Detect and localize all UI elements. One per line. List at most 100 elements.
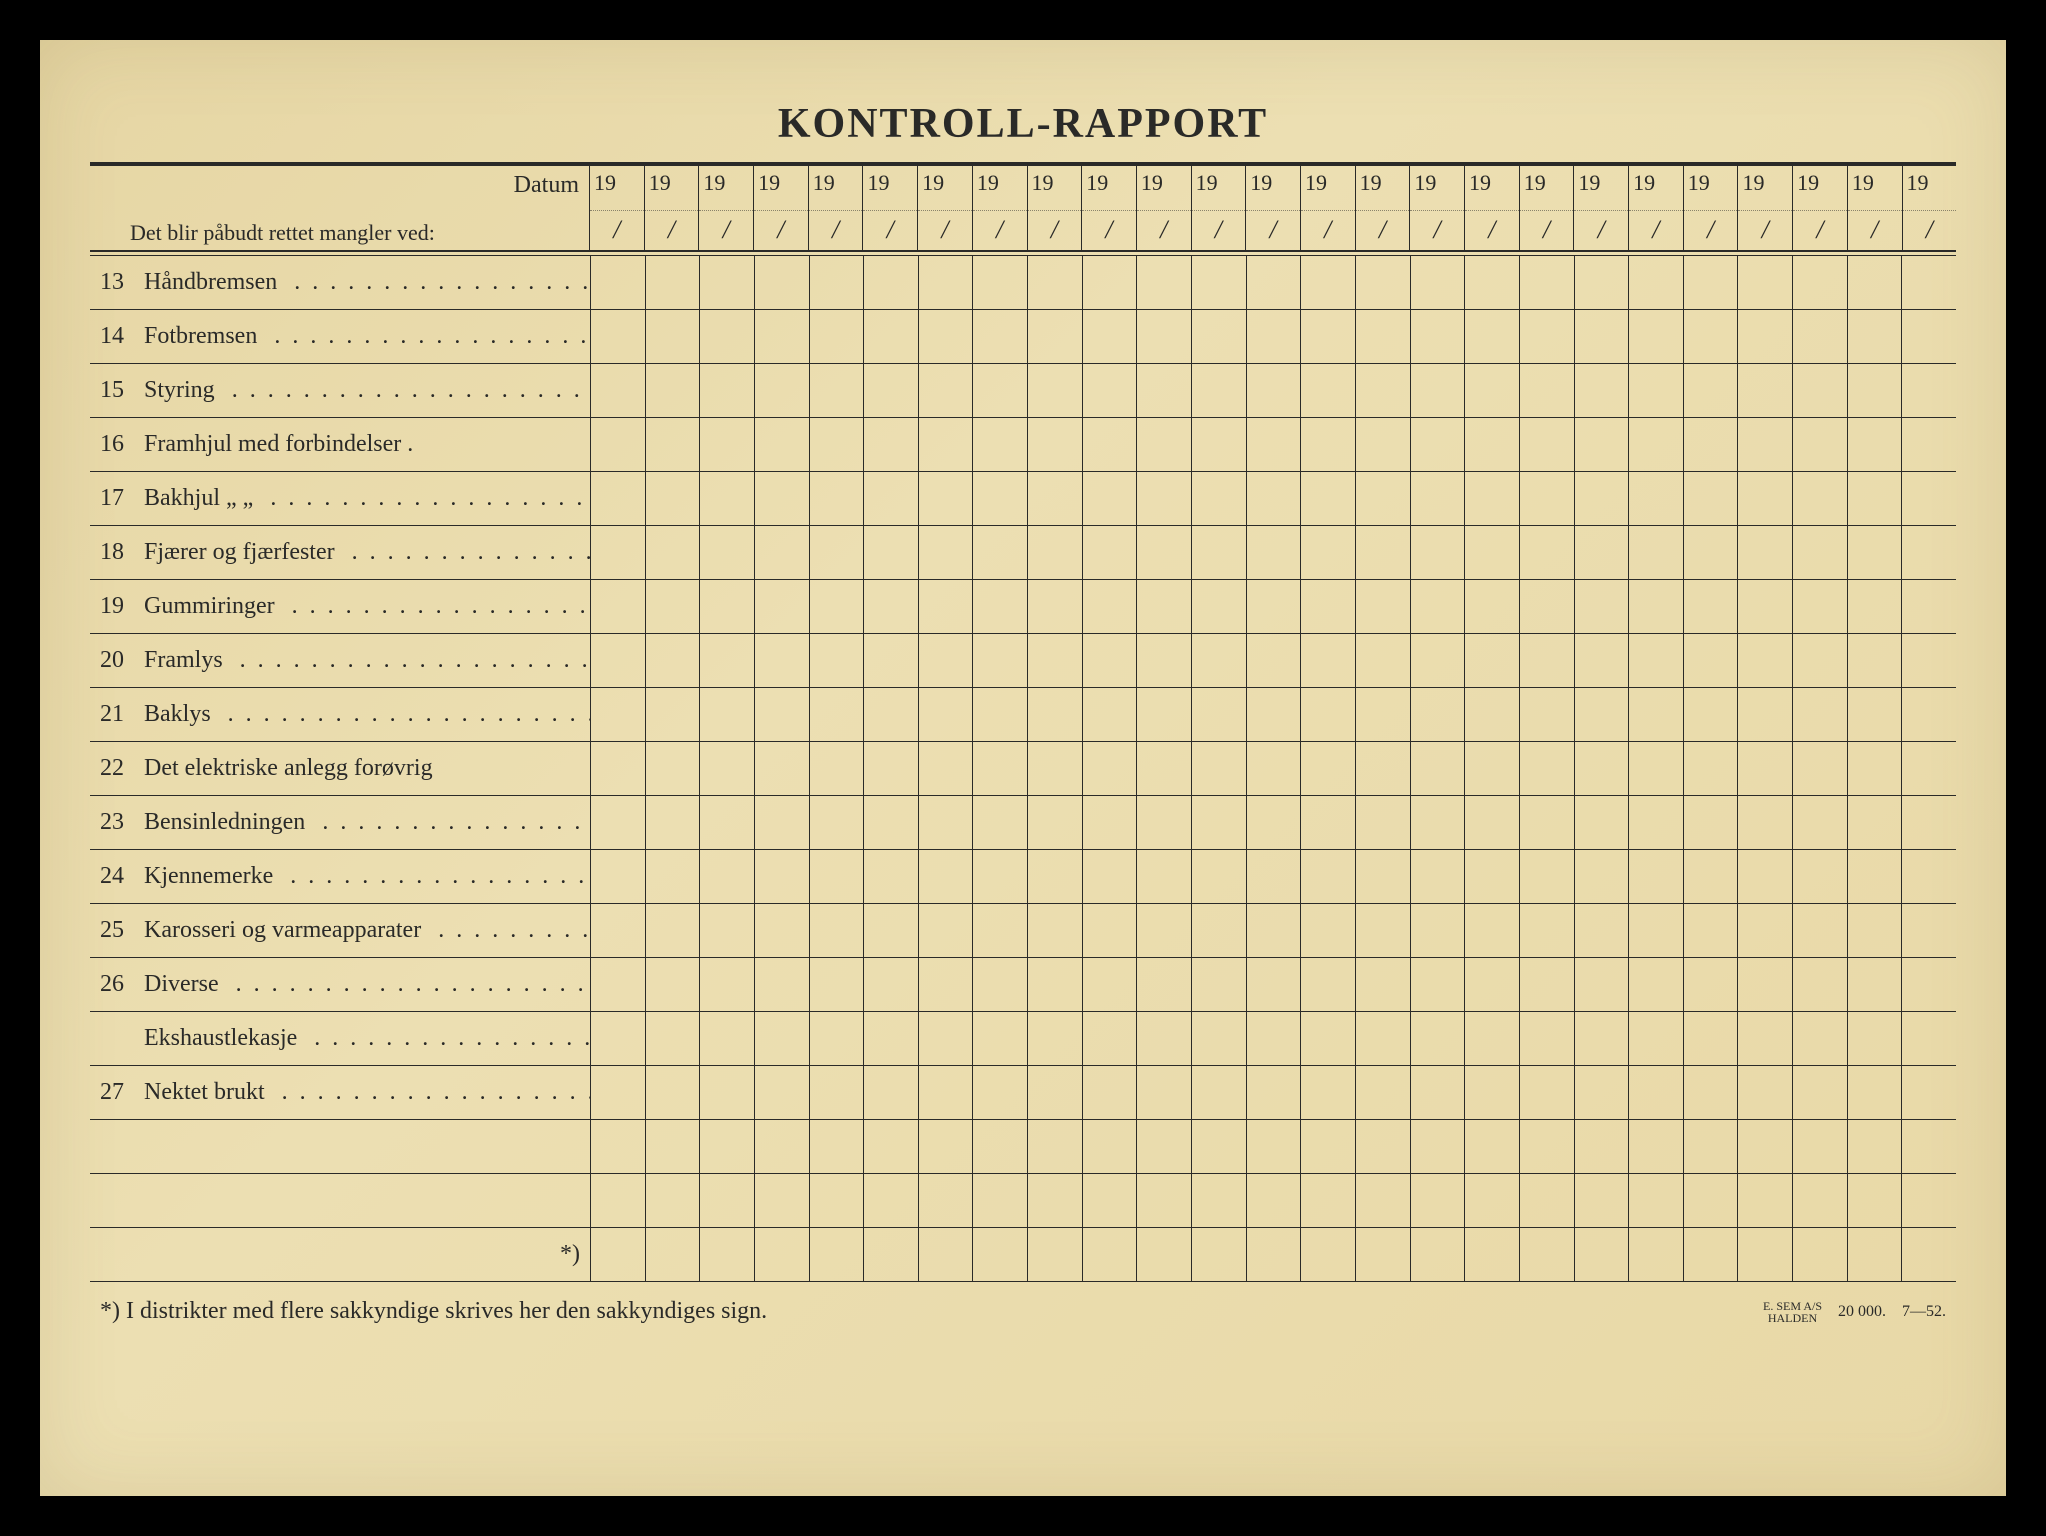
year-prefix: 19: [1246, 166, 1300, 211]
cell: [973, 742, 1028, 796]
cell: [1520, 526, 1575, 580]
cell: [1684, 364, 1739, 418]
cell: [1137, 1120, 1192, 1174]
cell: [1738, 1012, 1793, 1066]
row-cells: [590, 742, 1956, 796]
cell: [1465, 634, 1520, 688]
date-slash: /: [863, 211, 917, 251]
cell: [1793, 904, 1848, 958]
header-label-col: Datum Det blir påbudt rettet mangler ved…: [90, 166, 590, 250]
cell: [1684, 634, 1739, 688]
date-slash: /: [1246, 211, 1300, 251]
row-label: 13Håndbremsen: [90, 256, 590, 310]
cell: [1301, 1120, 1356, 1174]
cell: [1411, 580, 1466, 634]
cell: [1356, 1174, 1411, 1228]
cell: [1137, 1012, 1192, 1066]
cell: [1575, 688, 1630, 742]
cell: [810, 310, 865, 364]
cell: [646, 526, 701, 580]
year-prefix: 19: [1192, 166, 1246, 211]
row-text: Framhjul med forbindelser .: [144, 431, 590, 458]
cell: [1137, 742, 1192, 796]
cell: [1083, 958, 1138, 1012]
cell: [1356, 580, 1411, 634]
row-label: 21Baklys: [90, 688, 590, 742]
cell: [1247, 634, 1302, 688]
cell: [1301, 904, 1356, 958]
table-row: 16Framhjul med forbindelser .: [90, 418, 1956, 472]
cell: [1028, 526, 1083, 580]
cell: [810, 526, 865, 580]
cell: [1738, 742, 1793, 796]
cell: [1247, 904, 1302, 958]
cell: [1192, 1066, 1247, 1120]
cell: [1247, 1120, 1302, 1174]
cell: [1520, 850, 1575, 904]
cell: [1793, 1012, 1848, 1066]
cell: [1575, 742, 1630, 796]
cell: [1738, 364, 1793, 418]
cell: [1684, 418, 1739, 472]
cell: [864, 958, 919, 1012]
cell: [646, 1066, 701, 1120]
cell: [1848, 1174, 1903, 1228]
cell: [1848, 958, 1903, 1012]
year-prefix: 19: [1028, 166, 1082, 211]
date-col: 19/: [1246, 166, 1301, 250]
cell: [1629, 1228, 1684, 1282]
date-slash: /: [1192, 211, 1246, 251]
row-cells: [590, 1120, 1956, 1174]
cell: [810, 904, 865, 958]
row-number: 15: [100, 377, 144, 404]
cell: [1738, 310, 1793, 364]
cell: [1028, 580, 1083, 634]
cell: [919, 418, 974, 472]
row-text: [144, 1187, 590, 1214]
year-prefix: 19: [1629, 166, 1683, 211]
cell: [1520, 472, 1575, 526]
table-row: 15Styring: [90, 364, 1956, 418]
cell: [1028, 1120, 1083, 1174]
cell: [1629, 526, 1684, 580]
cell: [646, 688, 701, 742]
year-prefix: 19: [1520, 166, 1574, 211]
date-slash: /: [918, 211, 972, 251]
cell: [1575, 904, 1630, 958]
cell: [1629, 364, 1684, 418]
date-col: 19/: [809, 166, 864, 250]
date-col: 19/: [754, 166, 809, 250]
cell: [1356, 796, 1411, 850]
cell: [755, 850, 810, 904]
cell: [1192, 850, 1247, 904]
row-label: 24Kjennemerke: [90, 850, 590, 904]
cell: [1848, 364, 1903, 418]
cell: [919, 1066, 974, 1120]
cell: [1738, 1228, 1793, 1282]
cell: [1684, 796, 1739, 850]
cell: [1028, 688, 1083, 742]
cell: [1301, 1228, 1356, 1282]
cell: [1411, 742, 1466, 796]
cell: [591, 688, 646, 742]
table-row: 17Bakhjul „ „: [90, 472, 1956, 526]
cell: [1465, 472, 1520, 526]
cell: [1902, 310, 1956, 364]
row-text: Fotbremsen: [144, 323, 590, 350]
cell: [646, 634, 701, 688]
cell: [1848, 850, 1903, 904]
cell: [1301, 472, 1356, 526]
cell: [646, 850, 701, 904]
row-cells: [590, 850, 1956, 904]
cell: [1738, 796, 1793, 850]
cell: [1356, 688, 1411, 742]
date-slash: /: [1903, 211, 1957, 251]
cell: [1192, 472, 1247, 526]
cell: [1848, 1228, 1903, 1282]
date-col: 19/: [1301, 166, 1356, 250]
cell: [1629, 688, 1684, 742]
cell: [1520, 1012, 1575, 1066]
cell: [591, 742, 646, 796]
row-label: *): [90, 1228, 590, 1282]
cell: [919, 256, 974, 310]
